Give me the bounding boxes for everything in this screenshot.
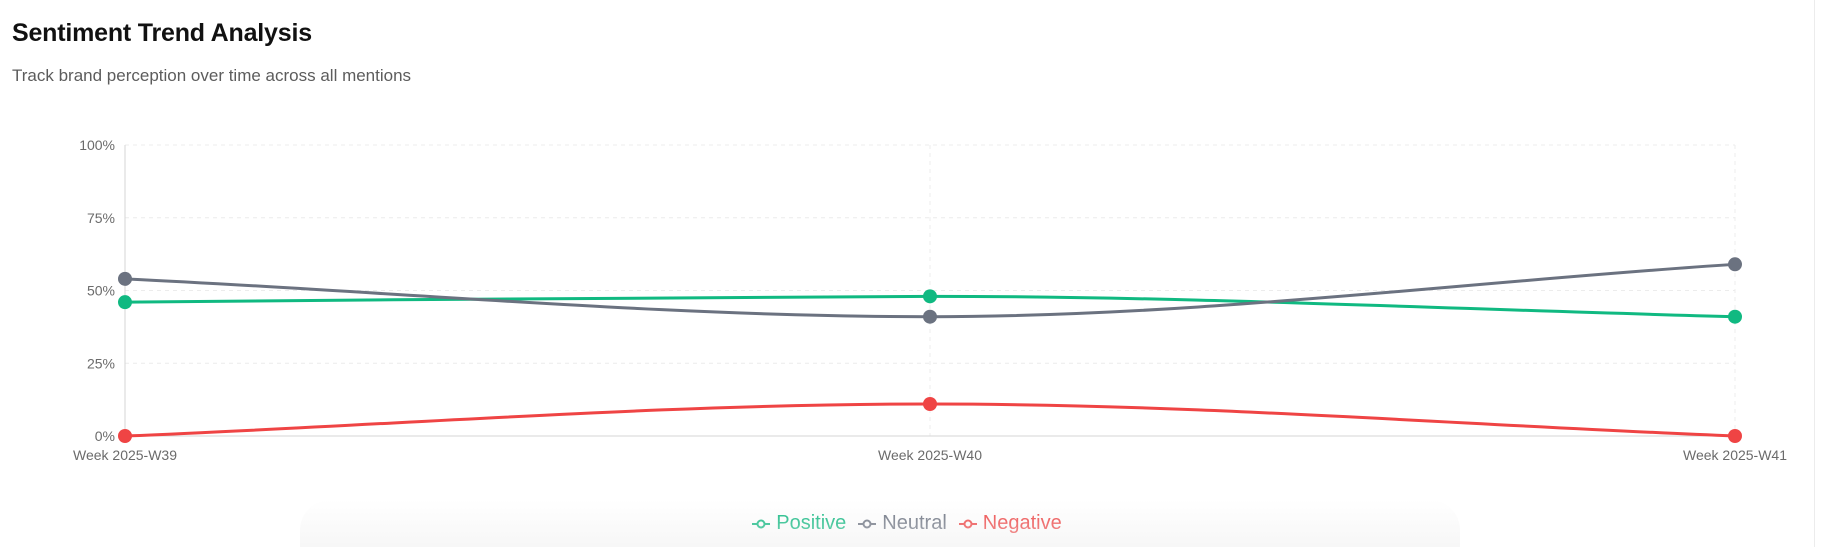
data-point-neutral[interactable] <box>118 271 132 286</box>
y-tick-label: 0% <box>95 428 115 444</box>
data-point-negative[interactable] <box>118 429 132 443</box>
chart-legend: Positive Neutral Negative <box>0 512 1814 535</box>
legend-label: Positive <box>776 512 847 534</box>
legend-item-negative[interactable]: Negative <box>958 512 1062 535</box>
y-tick-label: 50% <box>87 283 115 299</box>
data-point-negative[interactable] <box>923 396 937 411</box>
legend-item-neutral[interactable]: Neutral <box>858 512 947 535</box>
legend-label: Neutral <box>882 512 947 534</box>
legend-line-circle-icon <box>958 519 977 528</box>
legend-line-circle-icon <box>858 519 877 528</box>
x-tick-label: Week 2025-W41 <box>1683 447 1787 463</box>
data-point-neutral[interactable] <box>1728 257 1742 272</box>
legend-label: Negative <box>982 512 1062 534</box>
data-point-positive[interactable] <box>923 289 937 304</box>
legend-line-circle-icon <box>752 519 771 528</box>
data-point-negative[interactable] <box>1728 429 1742 443</box>
sentiment-line-chart: 0% 25% 50% 75% 100% Week 2025-W39 Week 2025-W4… <box>73 137 1787 463</box>
y-tick-label: 100% <box>79 137 115 153</box>
x-tick-label: Week 2025-W40 <box>878 447 982 463</box>
x-tick-label: Week 2025-W39 <box>73 447 177 463</box>
card-subtitle: Track brand perception over time across … <box>12 66 412 85</box>
y-tick-label: 75% <box>87 210 115 226</box>
chart-axes: 0% 25% 50% 75% 100% Week 2025-W39 Week 2025-W4… <box>73 137 1787 463</box>
card-title: Sentiment Trend Analysis <box>12 19 312 47</box>
data-point-positive[interactable] <box>1728 309 1742 324</box>
data-point-neutral[interactable] <box>923 309 937 324</box>
y-tick-label: 25% <box>87 355 115 371</box>
legend-item-positive[interactable]: Positive <box>752 512 846 535</box>
data-point-positive[interactable] <box>118 295 132 310</box>
chart-series <box>118 257 1742 443</box>
